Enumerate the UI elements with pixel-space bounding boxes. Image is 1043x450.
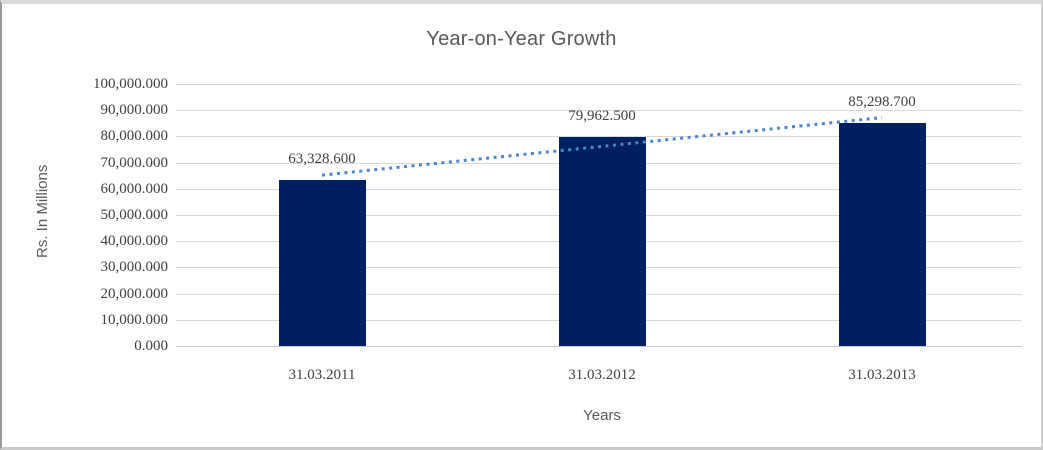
bar <box>838 122 926 346</box>
y-tick-label: 90,000.000 <box>100 102 169 119</box>
y-tick-label: 20,000.000 <box>100 285 169 302</box>
y-tick-label: 80,000.000 <box>100 128 169 145</box>
x-tick-label: 31.03.2013 <box>848 367 916 383</box>
y-tick-label: 40,000.000 <box>100 233 169 250</box>
data-label: 85,298.700 <box>848 93 916 110</box>
x-axis-title: Years <box>583 407 621 424</box>
y-tick-label: 0.000 <box>134 338 168 354</box>
x-tick-label: 31.03.2011 <box>288 367 356 383</box>
y-tick-label: 30,000.000 <box>100 259 169 276</box>
plot-area: 63,328.600 79,962.500 85,298.700 <box>176 84 1022 347</box>
y-tick-label: 100,000.000 <box>93 76 168 92</box>
chart-title: Year-on-Year Growth <box>426 28 617 50</box>
data-label: 63,328.600 <box>288 151 356 168</box>
y-tick-label: 70,000.000 <box>100 154 169 171</box>
y-tick-label: 60,000.000 <box>100 180 169 197</box>
y-tick-label: 50,000.000 <box>100 207 169 223</box>
bar <box>278 180 366 346</box>
x-axis-line <box>176 346 1022 347</box>
bar <box>558 136 646 346</box>
gridline <box>176 110 1022 112</box>
gridline <box>176 84 1022 85</box>
y-tick-label: 10,000.000 <box>100 311 169 328</box>
x-tick-label: 31.03.2012 <box>568 367 636 383</box>
data-label: 79,962.500 <box>568 107 636 124</box>
